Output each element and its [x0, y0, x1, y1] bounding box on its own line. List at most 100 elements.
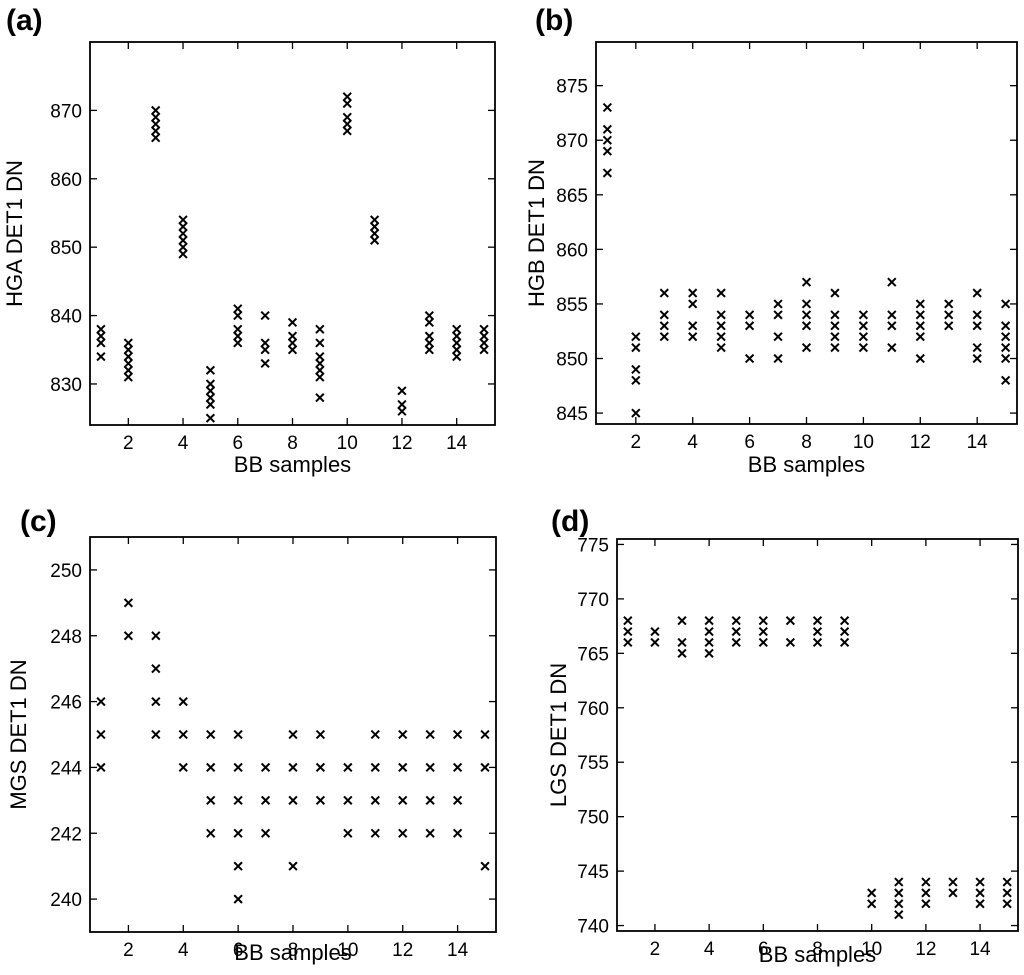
data-point	[894, 910, 904, 920]
data-point	[424, 317, 434, 328]
data-point	[178, 235, 188, 245]
data-point	[233, 762, 243, 773]
data-point	[315, 365, 325, 375]
data-point	[315, 358, 325, 369]
panel-label: (c)	[20, 505, 57, 538]
x-tick-label: 6	[744, 432, 755, 453]
data-point	[260, 345, 270, 355]
data-point	[369, 222, 380, 232]
data-point	[425, 795, 435, 805]
data-point	[479, 338, 489, 348]
data-point	[972, 288, 982, 298]
y-tick-label: 244	[50, 758, 82, 779]
data-point	[452, 345, 462, 355]
data-point	[972, 353, 982, 364]
panel-label: (b)	[535, 4, 573, 37]
x-tick-label: 10	[853, 432, 874, 453]
x-axis-title: BB samples	[234, 452, 351, 477]
data-point	[151, 631, 161, 641]
data-point	[744, 353, 755, 364]
data-point	[151, 126, 161, 136]
data-point	[716, 288, 726, 298]
data-point	[716, 342, 726, 353]
data-point	[650, 626, 660, 637]
plot-frame	[89, 41, 496, 426]
data-point	[921, 877, 931, 887]
data-point	[744, 310, 755, 320]
data-point	[123, 372, 133, 382]
data-point	[424, 338, 434, 348]
data-point	[758, 637, 768, 648]
data-point	[123, 598, 134, 608]
x-axis-title: BB samples	[234, 940, 351, 965]
y-axis-title: HGA DET1 DN	[2, 160, 27, 307]
data-point	[704, 637, 714, 648]
data-point	[894, 899, 904, 909]
data-point	[677, 616, 687, 626]
data-point	[424, 345, 434, 355]
data-point	[178, 215, 188, 225]
data-point	[397, 386, 407, 396]
data-point	[480, 729, 490, 740]
data-point	[425, 762, 435, 773]
data-point	[785, 637, 796, 648]
data-point	[123, 345, 133, 355]
panel-label: (d)	[551, 505, 589, 538]
data-point	[343, 762, 353, 773]
data-point	[398, 828, 408, 838]
y-tick-label: 850	[556, 350, 588, 371]
x-tick-label: 12	[392, 940, 413, 961]
data-point	[631, 342, 641, 353]
data-point	[867, 899, 877, 909]
y-tick-label: 242	[50, 824, 82, 845]
data-point	[233, 304, 243, 314]
y-tick-label: 870	[556, 131, 588, 152]
data-point	[315, 338, 325, 348]
data-point	[288, 861, 298, 871]
data-point	[1001, 332, 1011, 342]
data-point	[123, 358, 133, 369]
x-axis-title: BB samples	[748, 452, 865, 477]
data-point	[894, 877, 904, 887]
data-point	[315, 762, 326, 773]
x-tick-label: 10	[337, 433, 358, 454]
x-tick-label: 12	[391, 433, 412, 454]
data-point	[659, 310, 669, 320]
data-point	[631, 364, 641, 375]
data-point	[342, 112, 352, 122]
data-point	[731, 616, 741, 626]
data-point	[233, 331, 243, 341]
data-point	[151, 696, 161, 707]
data-point	[123, 351, 133, 362]
panel-d: (d) 2 4 6 8 10 12 14 740 745 750 755 760 765 770 775 BB …	[546, 505, 1019, 967]
data-point	[288, 762, 298, 773]
data-point	[370, 729, 380, 740]
data-point	[975, 877, 985, 887]
x-tick-label: 14	[446, 433, 468, 454]
data-point	[424, 310, 434, 321]
data-point	[315, 372, 325, 382]
y-tick-label: 860	[50, 170, 82, 191]
data-point	[744, 321, 755, 331]
data-point	[342, 98, 352, 109]
data-point	[260, 762, 271, 773]
data-point	[623, 637, 633, 648]
x-tick-label: 4	[178, 433, 189, 454]
data-point	[731, 637, 741, 648]
data-point	[1001, 299, 1011, 309]
data-point	[96, 324, 106, 334]
panel-label: (a)	[6, 4, 43, 37]
plot-frame	[616, 538, 1019, 932]
y-tick-label: 840	[50, 307, 82, 328]
y-tick-label: 755	[577, 753, 609, 774]
data-point	[731, 626, 741, 637]
data-point	[602, 124, 612, 134]
x-tick-label: 4	[704, 939, 715, 960]
y-tick-label: 750	[577, 808, 609, 829]
data-point	[623, 626, 633, 637]
data-point	[839, 637, 850, 648]
data-point	[801, 277, 812, 287]
data-point	[233, 894, 243, 904]
data-point	[205, 365, 216, 375]
